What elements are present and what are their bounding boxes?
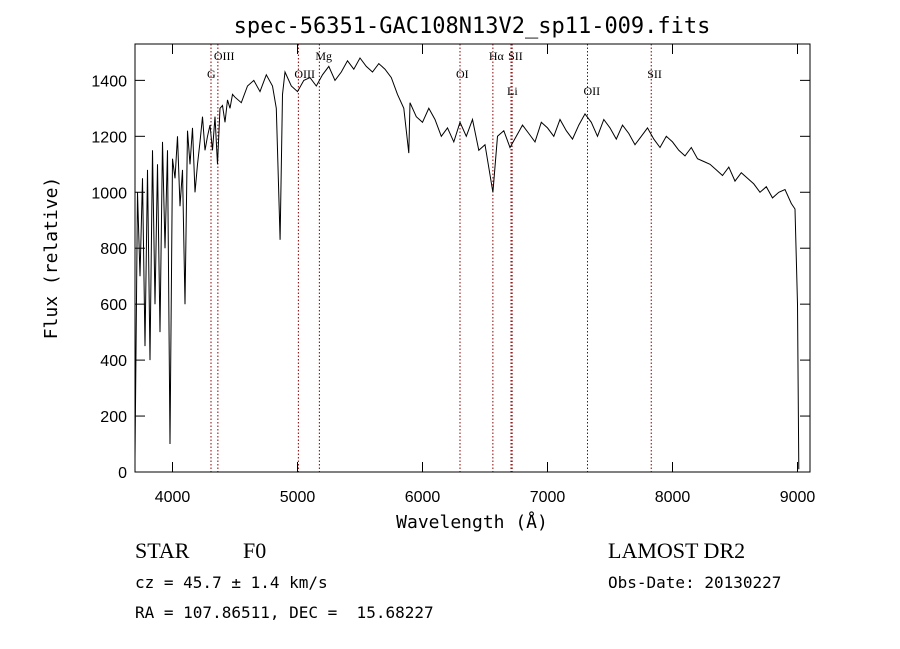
x-tick-label-3: 7000 (530, 489, 566, 506)
marker-label-2: OIII (294, 67, 315, 81)
coordinates: RA = 107.86511, DEC = 15.68227 (135, 603, 434, 622)
object-subclass: F0 (243, 538, 267, 563)
spectrum-line-0 (134, 57, 800, 470)
y-axis-label: Flux (relative) (41, 177, 62, 340)
object-class: STAR (135, 538, 190, 563)
marker-label-9: SII (647, 67, 662, 81)
marker-label-6: SII (508, 49, 523, 63)
y-tick-label-5: 1000 (91, 185, 127, 202)
flux-series (134, 57, 800, 470)
y-tick-label-6: 1200 (91, 129, 127, 146)
x-axis-label: Wavelength (Å) (396, 511, 548, 533)
x-tick-label-5: 9000 (780, 489, 816, 506)
x-tick-label-4: 8000 (655, 489, 691, 506)
marker-label-7: Li (507, 84, 518, 98)
y-tick-label-7: 1400 (91, 73, 127, 90)
marker-label-0: OIII (214, 49, 235, 63)
marker-label-8: OII (584, 84, 601, 98)
y-axis: 0 200 400 600 800 1000 1200 1400 (91, 73, 810, 482)
marker-label-5: Hα (489, 49, 505, 63)
x-tick-label-2: 6000 (405, 489, 441, 506)
x-axis: 4000 5000 6000 7000 8000 9000 (155, 44, 816, 506)
x-tick-label-1: 5000 (280, 489, 316, 506)
y-tick-label-4: 800 (100, 241, 127, 258)
marker-label-1: G (207, 67, 216, 81)
y-tick-label-0: 0 (118, 465, 127, 482)
marker-label-4: OI (456, 67, 469, 81)
observation-date: Obs-Date: 20130227 (608, 573, 782, 592)
x-tick-label-0: 4000 (155, 489, 191, 506)
plot-frame (134, 43, 811, 473)
redshift-value: cz = 45.7 ± 1.4 km/s (135, 573, 328, 592)
survey-name: LAMOST DR2 (608, 538, 746, 563)
marker-label-3: Mg (315, 49, 332, 63)
y-tick-label-2: 400 (100, 353, 127, 370)
y-tick-label-3: 600 (100, 297, 127, 314)
y-tick-label-1: 200 (100, 409, 127, 426)
chart-title: spec-56351-GAC108N13V2_sp11-009.fits (234, 14, 711, 39)
